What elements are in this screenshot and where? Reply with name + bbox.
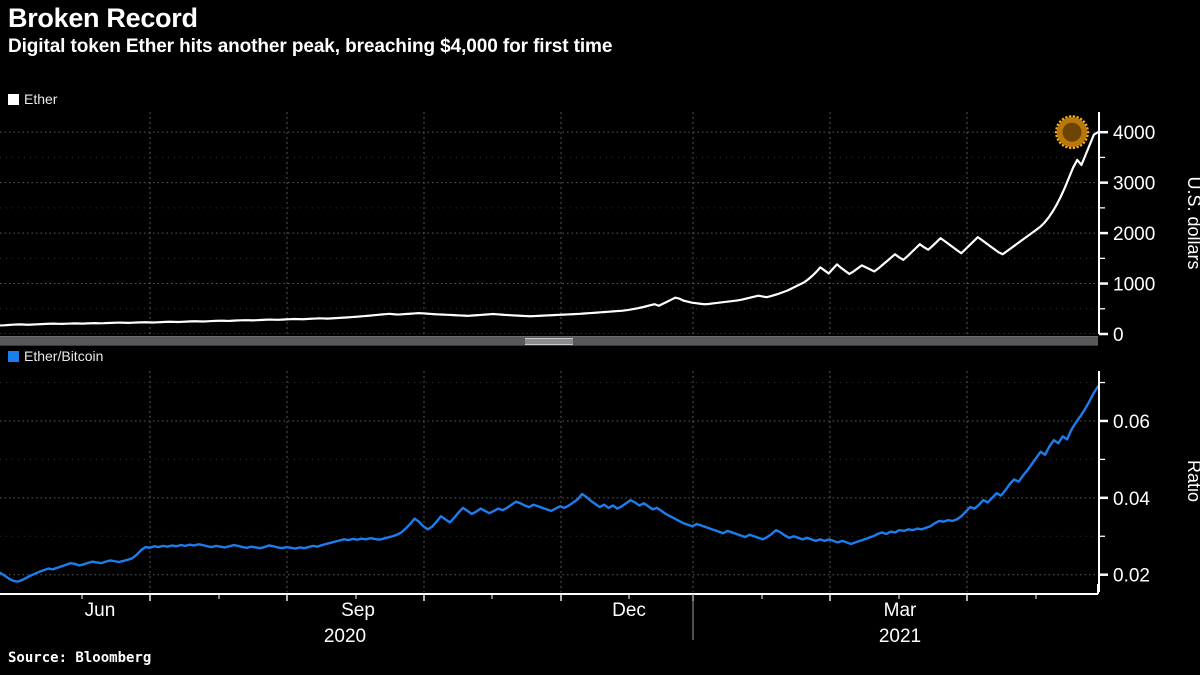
x-axis-year-label: 2020 (324, 626, 366, 647)
vertical-gridlines-bottom (150, 371, 967, 592)
ether-bitcoin-plot (0, 371, 1098, 592)
y-axis-tick-label: 0.02 (1113, 566, 1150, 587)
x-axis: Jun Sep Dec Mar 2020 2021 (0, 592, 1200, 654)
page-subtitle: Digital token Ether hits another peak, b… (8, 35, 1188, 59)
y-axis-ratio: 0.02 0.04 0.06 Ratio (1096, 371, 1200, 592)
source-credit: Source: Bloomberg (8, 650, 151, 666)
vertical-gridlines-top (150, 112, 967, 334)
chart-root: Broken Record Digital token Ether hits a… (0, 0, 1200, 675)
y-axis-tick-label: 0 (1113, 325, 1124, 346)
x-axis-tick-label: Jun (85, 600, 116, 621)
y-axis-tick-label: 1000 (1113, 275, 1155, 296)
legend-ether-bitcoin[interactable]: Ether/Bitcoin (8, 348, 103, 364)
y-axis-usd: 01000200030004000 U.S. dollars (1096, 112, 1200, 334)
page-title: Broken Record (8, 2, 1188, 34)
ether-bitcoin-line (0, 386, 1098, 581)
legend-swatch-icon (8, 94, 19, 105)
y-axis-tick-label: 3000 (1113, 174, 1155, 195)
legend-ether[interactable]: Ether (8, 91, 57, 107)
x-axis-tick-label: Sep (341, 600, 375, 621)
legend-swatch-icon (8, 351, 19, 362)
y-axis-tick-label: 2000 (1113, 224, 1155, 245)
ether-usd-line (0, 132, 1098, 325)
x-axis-tick-label: Mar (884, 600, 917, 621)
gridlines-top (0, 132, 1098, 334)
y-axis-tick-label: 4000 (1113, 123, 1155, 144)
x-axis-tick-label: Dec (612, 600, 646, 621)
y-axis-tick-label: 0.06 (1113, 412, 1150, 433)
ether-bitcoin-svg (0, 371, 1098, 592)
legend-ether-bitcoin-label: Ether/Bitcoin (24, 348, 103, 364)
y-axis-tick-label: 0.04 (1113, 489, 1150, 510)
ether-usd-svg (0, 112, 1098, 334)
y-axis-ratio-title: Ratio (1184, 460, 1200, 502)
ether-usd-plot (0, 112, 1098, 334)
panel-splitter[interactable] (0, 336, 1098, 346)
header: Broken Record Digital token Ether hits a… (8, 2, 1188, 59)
x-axis-year-label: 2021 (879, 626, 921, 647)
y-axis-usd-title: U.S. dollars (1184, 176, 1200, 269)
legend-ether-label: Ether (24, 91, 57, 107)
splitter-grip-handle[interactable] (525, 338, 573, 345)
